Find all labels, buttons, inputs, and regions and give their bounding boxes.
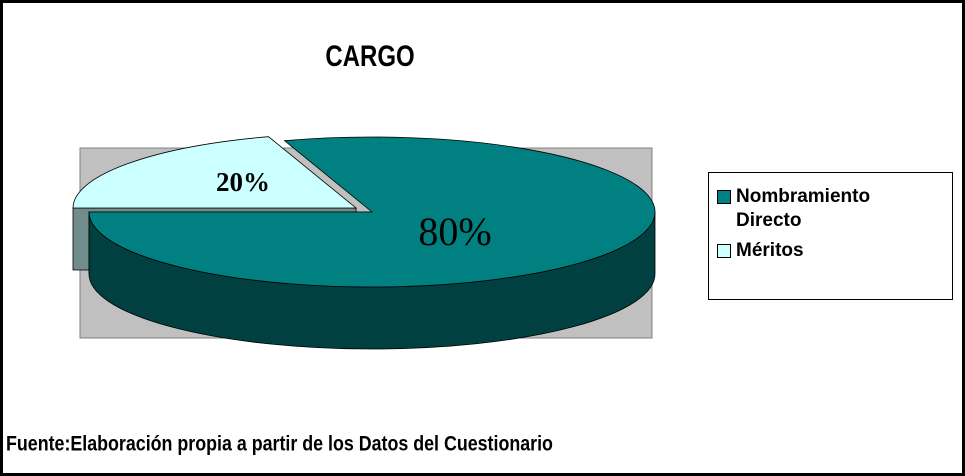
chart-title: CARGO bbox=[325, 38, 414, 72]
legend-label: Méritos bbox=[736, 240, 804, 261]
pie bbox=[72, 136, 656, 350]
slice bbox=[72, 136, 358, 209]
legend-swatch bbox=[717, 244, 731, 258]
slice bbox=[88, 136, 656, 288]
legend-label: Nombramiento Directo bbox=[736, 186, 871, 231]
data-label: 80% bbox=[418, 209, 491, 254]
legend: Nombramiento Directo Méritos bbox=[708, 172, 953, 300]
data-label: 20% bbox=[216, 167, 270, 197]
source-note: Fuente:Elaboración propia a partir de lo… bbox=[6, 432, 553, 456]
legend-item: Nombramiento Directo bbox=[717, 185, 944, 233]
legend-swatch bbox=[717, 190, 731, 204]
legend-item: Méritos bbox=[717, 239, 944, 263]
